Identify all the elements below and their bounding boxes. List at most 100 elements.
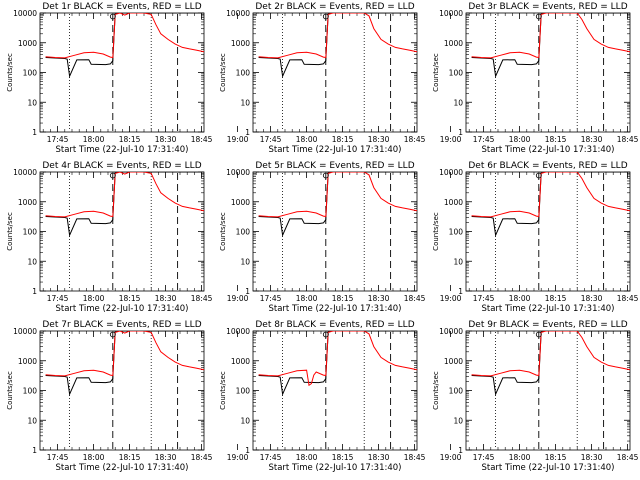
events-series-line bbox=[45, 13, 204, 79]
y-tick-label: 100 bbox=[449, 69, 464, 78]
saturation-marker bbox=[109, 13, 116, 20]
x-tick-label: 18:15 bbox=[332, 135, 354, 144]
events-series-line bbox=[45, 172, 204, 238]
chart-title: Det 5r BLACK = Events, RED = LLD bbox=[255, 161, 414, 171]
y-axis-label: Counts/sec bbox=[432, 212, 440, 251]
x-tick-label: 18:00 bbox=[83, 135, 105, 144]
y-tick-label: 1 bbox=[32, 446, 37, 455]
x-tick-label: 18:00 bbox=[296, 294, 318, 303]
x-tick-label: 18:30 bbox=[155, 135, 177, 144]
x-axis-label: Start Time (22-Jul-10 17:31:40) bbox=[269, 304, 402, 314]
y-axis-label: Counts/sec bbox=[432, 371, 440, 410]
y-tick-label: 100 bbox=[449, 387, 464, 396]
y-tick-label: 10000 bbox=[13, 327, 37, 336]
x-axis-label: Start Time (22-Jul-10 17:31:40) bbox=[269, 145, 402, 155]
x-tick-label: 18:45 bbox=[617, 453, 639, 462]
saturation-marker bbox=[322, 172, 329, 179]
plot-frame bbox=[252, 171, 418, 292]
x-tick-label: 18:00 bbox=[509, 453, 531, 462]
chart-panel: Det 1r BLACK = Events, RED = LLD 1 10 100 10… bbox=[6, 2, 249, 155]
lld-series-line bbox=[45, 172, 204, 218]
chart-panel: Det 7r BLACK = Events, RED = LLD 1 10 100 10… bbox=[6, 320, 249, 473]
saturation-marker bbox=[322, 13, 329, 20]
x-tick-label: 18:30 bbox=[581, 294, 603, 303]
chart-panel: Det 9r BLACK = Events, RED = LLD 1 10 100 10… bbox=[432, 320, 639, 473]
x-tick-label: 17:45 bbox=[473, 135, 495, 144]
events-series-line bbox=[258, 172, 417, 238]
saturation-marker bbox=[535, 172, 542, 179]
x-tick-label: 18:15 bbox=[332, 294, 354, 303]
x-tick-label: 18:30 bbox=[155, 294, 177, 303]
y-tick-label: 10 bbox=[453, 98, 463, 107]
y-tick-label: 1000 bbox=[18, 357, 37, 366]
plot-frame bbox=[465, 171, 631, 292]
plot-frame bbox=[39, 171, 205, 292]
x-tick-label: 19:00 bbox=[227, 294, 249, 303]
x-tick-label: 19:00 bbox=[227, 135, 249, 144]
x-tick-label: 18:15 bbox=[119, 294, 141, 303]
y-tick-label: 100 bbox=[236, 387, 251, 396]
y-tick-label: 10 bbox=[240, 257, 250, 266]
chart-title: Det 3r BLACK = Events, RED = LLD bbox=[468, 2, 627, 12]
y-tick-label: 10000 bbox=[439, 9, 463, 18]
saturation-marker bbox=[535, 331, 542, 338]
x-tick-label: 18:00 bbox=[509, 135, 531, 144]
chart-panel: Det 3r BLACK = Events, RED = LLD 1 10 100 10… bbox=[432, 2, 639, 155]
chart-panel: Det 2r BLACK = Events, RED = LLD 1 10 100 10… bbox=[219, 2, 462, 155]
x-tick-label: 18:15 bbox=[545, 453, 567, 462]
x-tick-label: 18:00 bbox=[509, 294, 531, 303]
y-tick-label: 10000 bbox=[13, 168, 37, 177]
y-tick-label: 10000 bbox=[226, 9, 250, 18]
x-tick-label: 18:00 bbox=[296, 135, 318, 144]
y-axis-label: Counts/sec bbox=[219, 371, 227, 410]
plot-frame bbox=[252, 330, 418, 451]
x-tick-label: 18:45 bbox=[404, 294, 426, 303]
y-tick-label: 1000 bbox=[18, 198, 37, 207]
x-tick-label: 18:30 bbox=[581, 453, 603, 462]
events-series-line bbox=[258, 331, 417, 397]
lld-series-line bbox=[471, 13, 630, 59]
y-tick-label: 10000 bbox=[226, 168, 250, 177]
chart-panel: Det 4r BLACK = Events, RED = LLD 1 10 100 10… bbox=[6, 161, 249, 314]
x-tick-label: 19:00 bbox=[440, 135, 462, 144]
x-tick-label: 18:45 bbox=[404, 135, 426, 144]
chart-panel: Det 8r BLACK = Events, RED = LLD 1 10 100 10… bbox=[219, 320, 462, 473]
x-tick-label: 18:30 bbox=[368, 135, 390, 144]
lld-series-line bbox=[471, 172, 630, 218]
plot-frame bbox=[465, 12, 631, 133]
x-tick-label: 18:15 bbox=[332, 453, 354, 462]
x-axis-label: Start Time (22-Jul-10 17:31:40) bbox=[482, 145, 615, 155]
x-tick-label: 18:45 bbox=[191, 453, 213, 462]
chart-title: Det 7r BLACK = Events, RED = LLD bbox=[42, 320, 201, 330]
x-axis-label: Start Time (22-Jul-10 17:31:40) bbox=[269, 463, 402, 473]
chart-title: Det 9r BLACK = Events, RED = LLD bbox=[468, 320, 627, 330]
events-series-line bbox=[471, 172, 630, 238]
y-tick-label: 10 bbox=[240, 416, 250, 425]
y-tick-label: 1000 bbox=[18, 39, 37, 48]
x-tick-label: 17:45 bbox=[260, 135, 282, 144]
y-tick-label: 1000 bbox=[444, 39, 463, 48]
events-series-line bbox=[471, 331, 630, 397]
chart-title: Det 6r BLACK = Events, RED = LLD bbox=[468, 161, 627, 171]
y-tick-label: 1000 bbox=[444, 198, 463, 207]
chart-title: Det 8r BLACK = Events, RED = LLD bbox=[255, 320, 414, 330]
x-tick-label: 18:00 bbox=[83, 294, 105, 303]
plot-frame bbox=[39, 12, 205, 133]
y-tick-label: 10 bbox=[27, 416, 37, 425]
x-tick-label: 18:15 bbox=[119, 135, 141, 144]
y-tick-label: 1 bbox=[458, 446, 463, 455]
x-axis-label: Start Time (22-Jul-10 17:31:40) bbox=[482, 463, 615, 473]
x-tick-label: 18:15 bbox=[545, 135, 567, 144]
y-tick-label: 1000 bbox=[444, 357, 463, 366]
y-axis-label: Counts/sec bbox=[6, 53, 14, 92]
y-tick-label: 1 bbox=[32, 128, 37, 137]
plot-frame bbox=[252, 12, 418, 133]
x-tick-label: 18:30 bbox=[581, 135, 603, 144]
y-tick-label: 1 bbox=[458, 287, 463, 296]
x-axis-label: Start Time (22-Jul-10 17:31:40) bbox=[56, 304, 189, 314]
lld-series-line bbox=[258, 172, 417, 218]
x-axis-label: Start Time (22-Jul-10 17:31:40) bbox=[56, 145, 189, 155]
y-tick-label: 10000 bbox=[226, 327, 250, 336]
y-tick-label: 1 bbox=[458, 128, 463, 137]
